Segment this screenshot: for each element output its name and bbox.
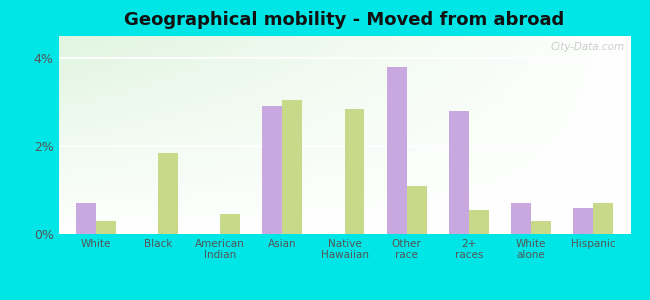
Bar [263,106,282,234]
Bar [469,210,489,234]
Bar [531,221,551,234]
Bar [96,221,116,234]
Bar [282,100,302,234]
Bar [511,203,531,234]
Bar [449,111,469,234]
Bar [220,214,240,234]
Bar [407,186,426,234]
Bar [573,208,593,234]
Bar [158,153,178,234]
Bar [593,203,613,234]
Text: City-Data.com: City-Data.com [551,42,625,52]
Bar [344,109,365,234]
Bar [76,203,96,234]
Bar [387,67,407,234]
Title: Geographical mobility - Moved from abroad: Geographical mobility - Moved from abroa… [124,11,565,29]
